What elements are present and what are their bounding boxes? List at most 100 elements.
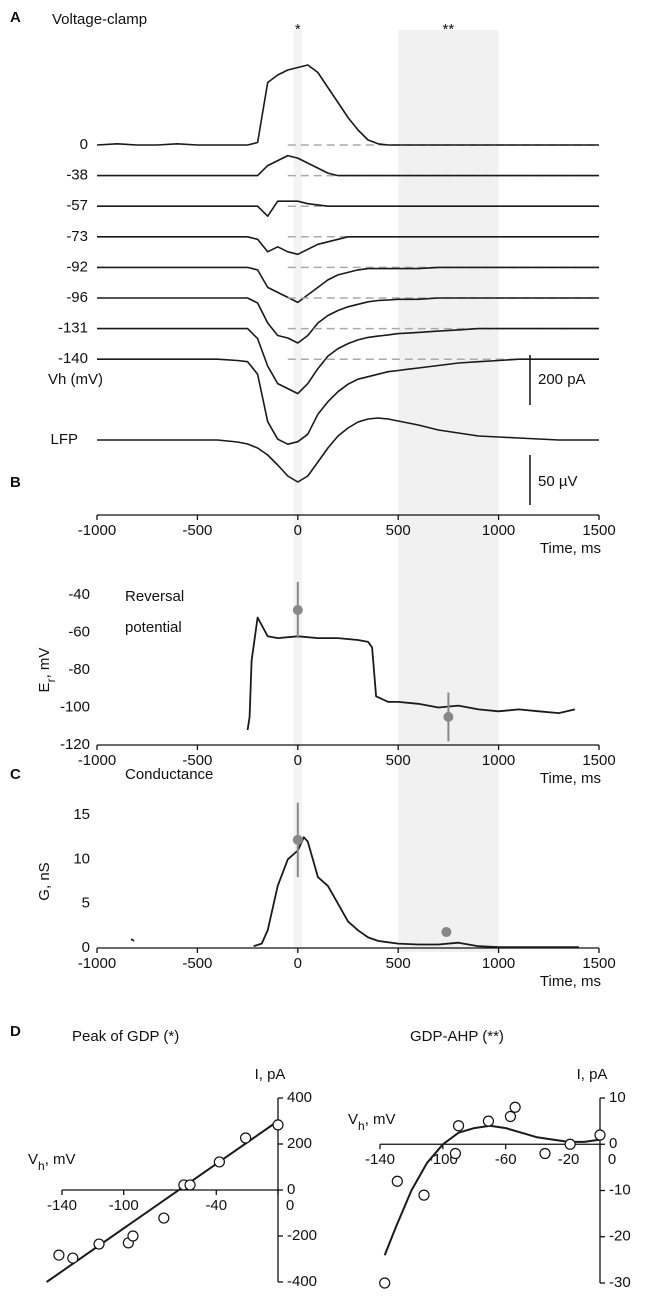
point bbox=[184, 1179, 196, 1191]
x-tick-label: -140 bbox=[365, 1151, 395, 1168]
x-axis-label-part: V bbox=[28, 1151, 38, 1168]
x-axis-label-part: h bbox=[38, 1159, 45, 1173]
trace bbox=[97, 154, 599, 177]
x-axis-label: Time, ms bbox=[540, 540, 601, 557]
y-tick-label: -60 bbox=[68, 623, 90, 640]
line bbox=[246, 616, 576, 731]
point bbox=[443, 711, 454, 722]
line bbox=[130, 836, 579, 948]
point bbox=[67, 1252, 79, 1264]
x-tick-label: -20 bbox=[558, 1151, 580, 1168]
panel-letter: C bbox=[10, 766, 21, 783]
panel-title: GDP-AHP (**) bbox=[410, 1028, 504, 1045]
trace-label: -96 bbox=[66, 289, 88, 306]
trace-label: LFP bbox=[50, 431, 78, 448]
point bbox=[482, 1115, 495, 1127]
point bbox=[564, 1138, 576, 1150]
window-label: * bbox=[295, 21, 301, 38]
y-tick-label: 15 bbox=[73, 806, 90, 823]
y-tick-label: 400 bbox=[287, 1089, 312, 1106]
x-tick-label: -1000 bbox=[78, 752, 116, 769]
trace bbox=[97, 297, 599, 344]
point bbox=[292, 605, 303, 615]
trace bbox=[97, 327, 599, 395]
x-tick-label: 0 bbox=[294, 955, 302, 972]
y-tick-label: -100 bbox=[60, 698, 90, 715]
x-axis-label-part: , mV bbox=[365, 1111, 396, 1128]
point bbox=[452, 1120, 465, 1132]
x-axis-label-part: h bbox=[358, 1119, 365, 1133]
panel-letter: D bbox=[10, 1023, 21, 1040]
trace bbox=[97, 266, 599, 304]
y-tick-label: 10 bbox=[73, 850, 90, 867]
point bbox=[127, 1230, 139, 1242]
point bbox=[240, 1132, 252, 1144]
point bbox=[93, 1238, 105, 1250]
fit-line bbox=[46, 1120, 279, 1283]
y-axis-label: Er, mV bbox=[36, 648, 58, 693]
point bbox=[594, 1129, 606, 1141]
trace-label: -131 bbox=[58, 320, 88, 337]
trace-label: 0 bbox=[80, 136, 88, 153]
y-tick-label: -10 bbox=[609, 1181, 631, 1198]
y-tick-label: -120 bbox=[60, 736, 90, 753]
trace bbox=[97, 417, 599, 483]
y-axis-label: I, pA bbox=[255, 1066, 286, 1083]
panel-title: Reversal bbox=[125, 588, 184, 605]
point bbox=[449, 1147, 462, 1160]
panel-title: Peak of GDP (*) bbox=[72, 1028, 179, 1045]
y-tick-label: -400 bbox=[287, 1273, 317, 1290]
x-axis-label: Time, ms bbox=[540, 973, 601, 990]
x-tick-label: 0 bbox=[294, 522, 302, 539]
y-tick-label: 10 bbox=[609, 1089, 626, 1106]
x-tick-label: -1000 bbox=[78, 955, 116, 972]
x-tick-label: -1000 bbox=[78, 522, 116, 539]
point bbox=[213, 1156, 225, 1168]
y-axis-label-part: r bbox=[44, 678, 58, 682]
y-tick-label: -30 bbox=[609, 1274, 631, 1291]
scale-bar-label: 200 pA bbox=[538, 371, 586, 388]
x-tick-label: 1500 bbox=[582, 752, 615, 769]
x-tick-label: 1500 bbox=[582, 955, 615, 972]
x-tick-label: -500 bbox=[182, 522, 212, 539]
trace bbox=[97, 236, 599, 256]
x-tick-label: -140 bbox=[47, 1197, 77, 1214]
point bbox=[504, 1110, 517, 1123]
panel-title: Voltage-clamp bbox=[52, 11, 147, 28]
x-tick-label: -40 bbox=[205, 1197, 227, 1214]
y-tick-label: -80 bbox=[68, 661, 90, 678]
y-tick-label: -200 bbox=[287, 1227, 317, 1244]
y-axis-label: I, pA bbox=[577, 1066, 608, 1083]
point bbox=[509, 1101, 521, 1113]
point bbox=[418, 1189, 430, 1201]
x-tick-label: 1000 bbox=[482, 522, 515, 539]
trace-label: -38 bbox=[66, 167, 88, 184]
y-tick-label: 0 bbox=[287, 1181, 295, 1198]
scale-bar-label: 50 µV bbox=[538, 473, 578, 490]
y-axis-label-part: E bbox=[36, 682, 53, 692]
trace-label: -73 bbox=[66, 228, 88, 245]
point bbox=[292, 834, 303, 845]
x-tick-label: 0 bbox=[294, 752, 302, 769]
panel-letter: A bbox=[10, 9, 21, 26]
x-tick-label: -500 bbox=[182, 752, 212, 769]
panel-title: Conductance bbox=[125, 766, 213, 783]
x-tick-label: -60 bbox=[495, 1151, 517, 1168]
trace-label: -92 bbox=[66, 258, 88, 275]
point bbox=[441, 927, 452, 938]
x-tick-label: 1500 bbox=[582, 522, 615, 539]
trace bbox=[97, 200, 599, 217]
x-axis-label-part: , mV bbox=[45, 1151, 76, 1168]
x-axis-label: Vh, mV bbox=[28, 1151, 76, 1173]
point bbox=[379, 1277, 391, 1289]
trace-label: -57 bbox=[66, 197, 88, 214]
trace bbox=[96, 64, 599, 146]
x-tick-label: -100 bbox=[109, 1197, 139, 1214]
x-tick-label: 1000 bbox=[482, 955, 515, 972]
y-tick-label: 0 bbox=[82, 939, 90, 956]
point bbox=[539, 1147, 551, 1160]
x-axis-label: Time, ms bbox=[540, 770, 601, 787]
trace-label: -140 bbox=[58, 350, 88, 367]
series-label: Vh (mV) bbox=[48, 371, 103, 388]
